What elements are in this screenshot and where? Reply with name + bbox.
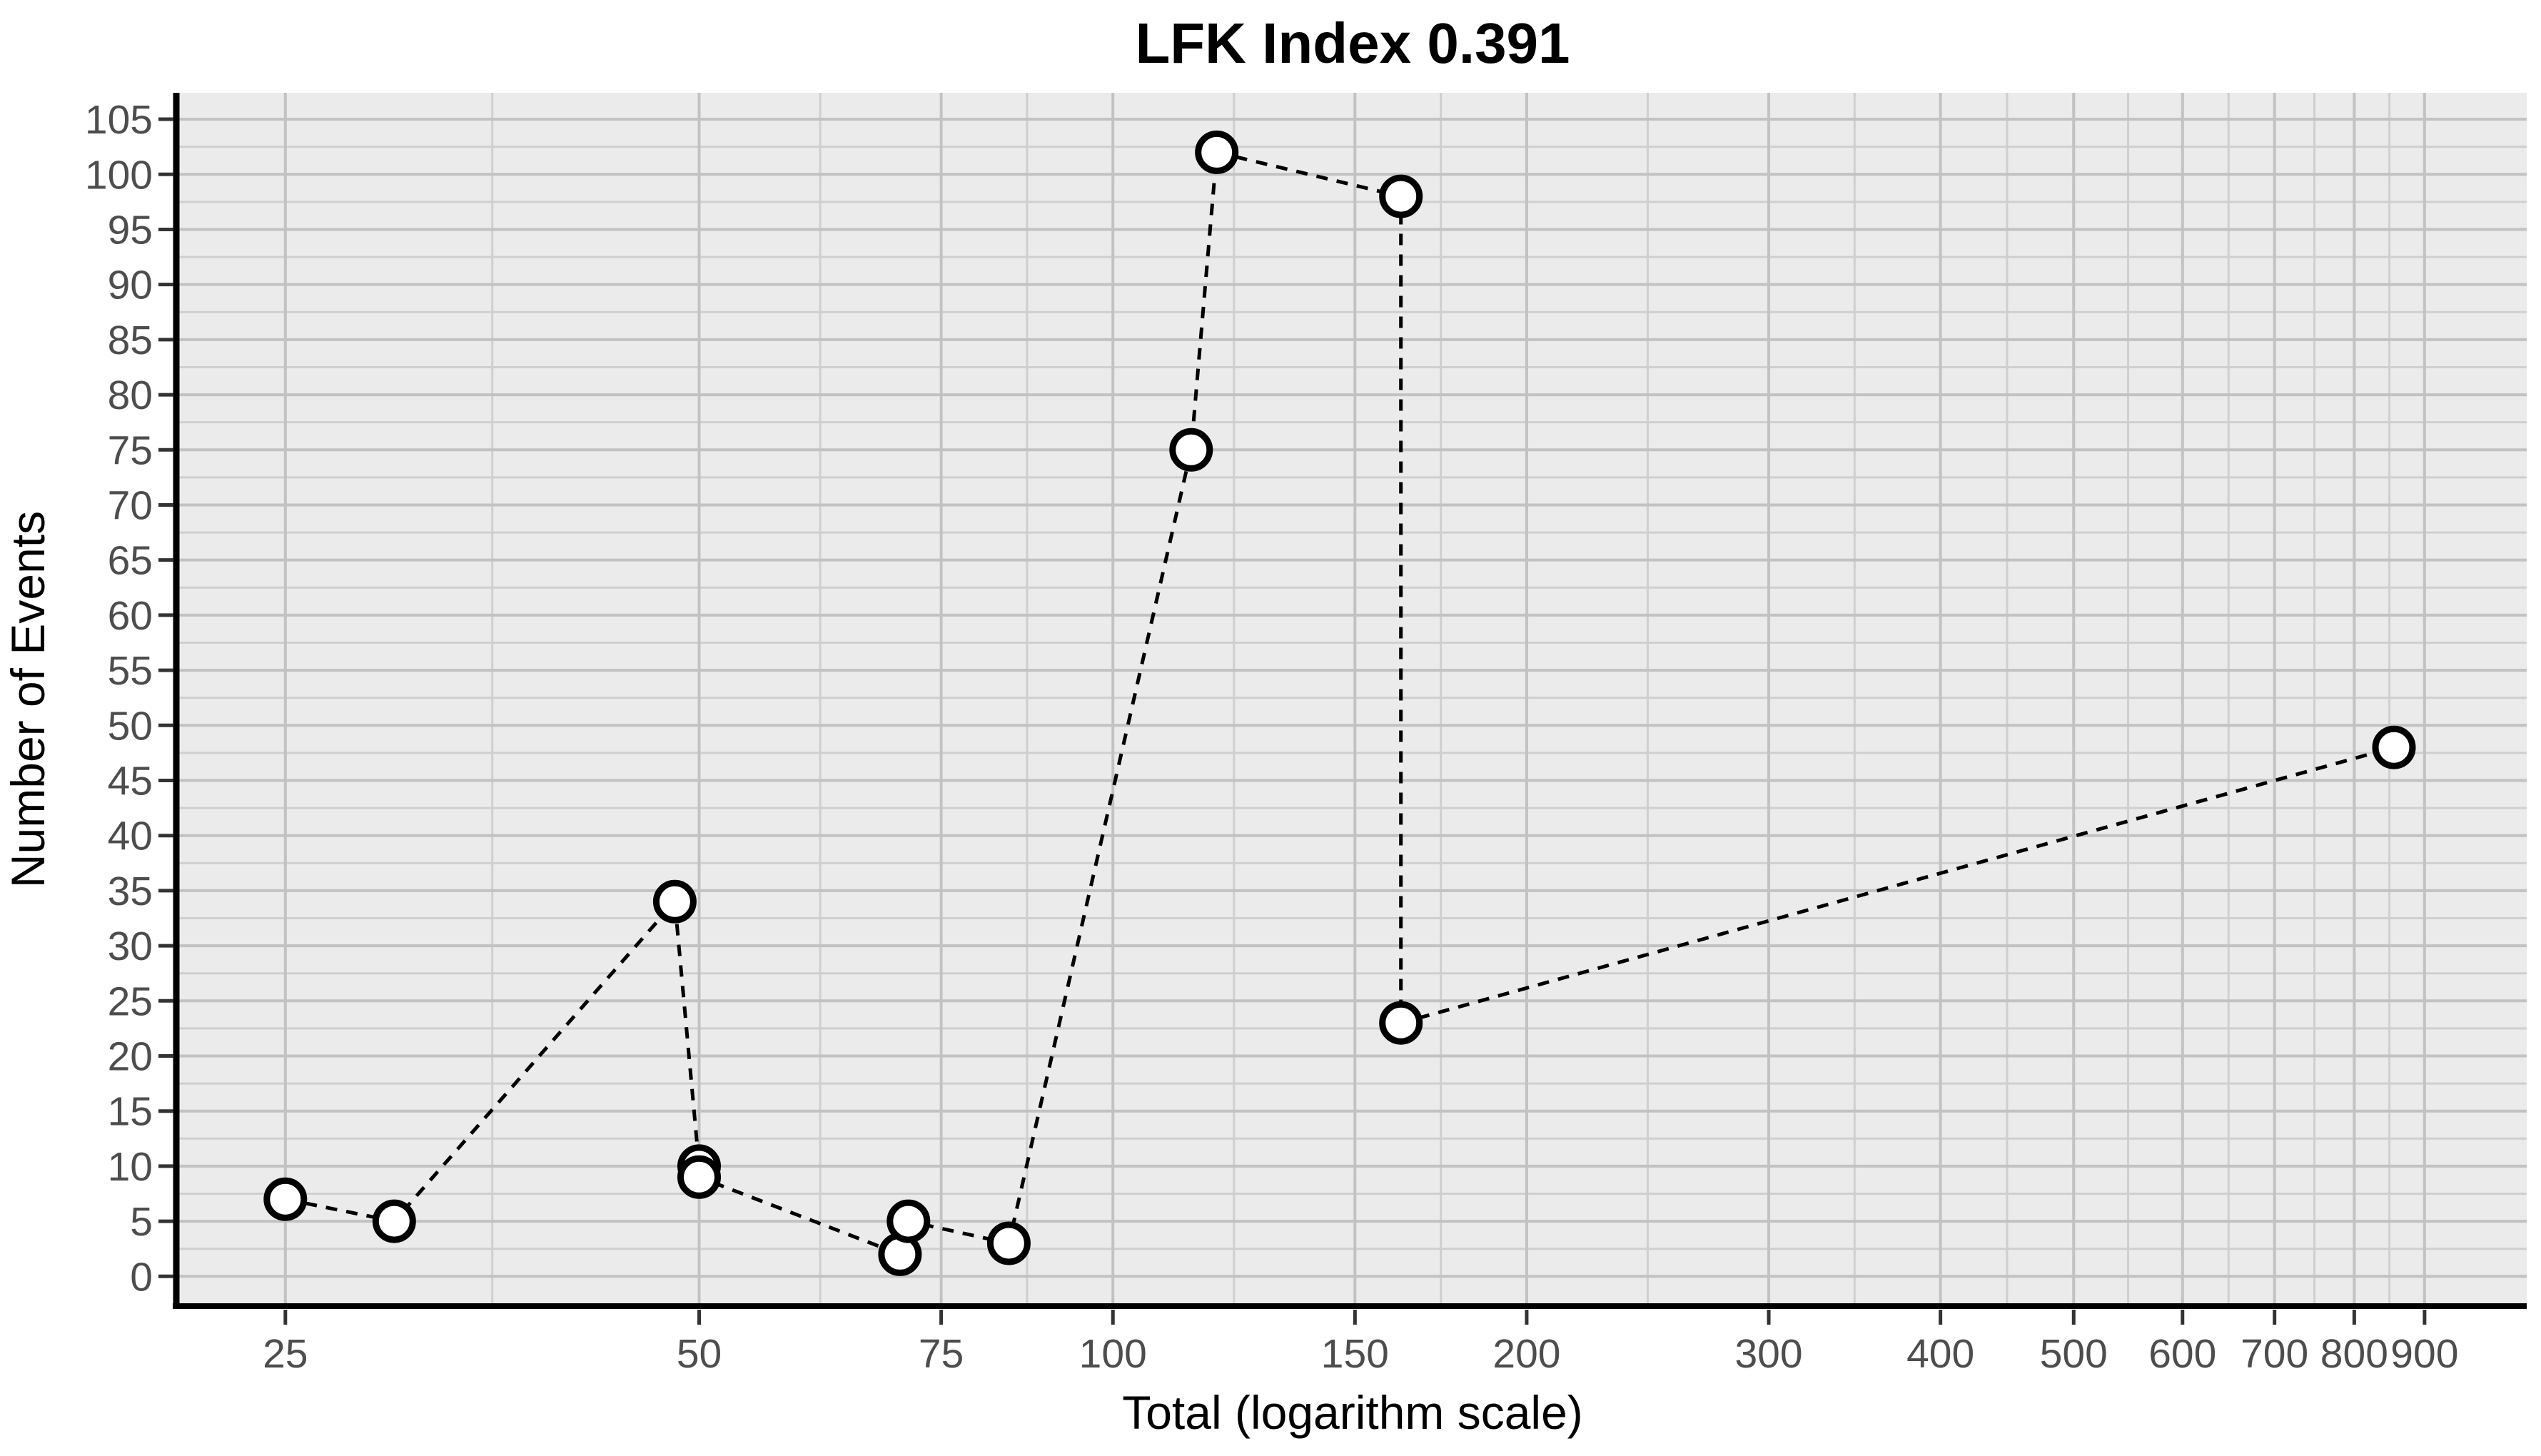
y-tick-label: 105 xyxy=(85,97,153,143)
data-point xyxy=(1379,174,1423,218)
data-points xyxy=(263,130,2416,1276)
y-tick-label: 50 xyxy=(108,703,153,749)
x-tick-label: 100 xyxy=(1079,1331,1147,1377)
chart-title: LFK Index 0.391 xyxy=(1135,11,1570,75)
y-tick-label: 5 xyxy=(130,1199,153,1245)
gridlines-minor xyxy=(178,93,2527,1306)
x-tick-label: 500 xyxy=(2040,1331,2108,1377)
data-point xyxy=(1195,130,1239,174)
data-point xyxy=(986,1221,1031,1265)
y-tick-label: 0 xyxy=(130,1254,153,1300)
x-tick-label: 50 xyxy=(677,1331,722,1377)
data-point xyxy=(372,1199,416,1243)
axis-lines xyxy=(173,93,2527,1309)
y-axis-tick-labels: 0 5 10 15 20 25 30 35 40 45 50 55 60 65 70 75 80 85 90 95 10… xyxy=(85,97,153,1300)
y-tick-label: 45 xyxy=(108,758,153,804)
y-tick-label: 85 xyxy=(108,318,153,363)
y-tick-label: 15 xyxy=(108,1089,153,1135)
y-tick-label: 40 xyxy=(108,814,153,859)
data-point xyxy=(263,1177,308,1221)
y-tick-label: 10 xyxy=(108,1144,153,1190)
x-tick-label: 200 xyxy=(1492,1331,1560,1377)
x-tick-label: 150 xyxy=(1321,1331,1389,1377)
y-tick-label: 25 xyxy=(108,979,153,1024)
y-tick-label: 100 xyxy=(85,152,153,198)
y-tick-label: 75 xyxy=(108,428,153,473)
data-point xyxy=(677,1155,721,1199)
x-tick-label: 700 xyxy=(2241,1331,2308,1377)
y-axis-title: Number of Events xyxy=(1,511,54,888)
plot-panel xyxy=(178,93,2527,1306)
data-point xyxy=(1379,1001,1423,1045)
x-axis-tick-labels: 25 50 75 100 150 200 300 400 500 600 700 800 900 xyxy=(263,1331,2458,1377)
x-tick-label: 600 xyxy=(2148,1331,2216,1377)
y-tick-label: 60 xyxy=(108,593,153,639)
x-axis-title: Total (logarithm scale) xyxy=(1122,1386,1583,1439)
x-tick-label: 300 xyxy=(1734,1331,1802,1377)
x-tick-label: 25 xyxy=(263,1331,308,1377)
y-tick-label: 30 xyxy=(108,924,153,969)
y-tick-label: 55 xyxy=(108,648,153,694)
y-tick-label: 90 xyxy=(108,263,153,308)
x-tick-label: 900 xyxy=(2390,1331,2458,1377)
y-tick-label: 20 xyxy=(108,1034,153,1080)
y-tick-label: 65 xyxy=(108,538,153,584)
data-point xyxy=(652,879,697,924)
x-tick-label: 800 xyxy=(2320,1331,2388,1377)
x-tick-label: 400 xyxy=(1906,1331,1974,1377)
gridlines-major xyxy=(178,93,2527,1306)
data-point xyxy=(2372,725,2416,769)
axis-tick-marks xyxy=(158,117,2427,1325)
y-tick-label: 70 xyxy=(108,482,153,528)
y-tick-label: 35 xyxy=(108,869,153,914)
y-tick-label: 80 xyxy=(108,373,153,418)
y-tick-label: 95 xyxy=(108,207,153,253)
data-point xyxy=(1169,428,1213,472)
data-point xyxy=(886,1199,931,1243)
x-tick-label: 75 xyxy=(919,1331,964,1377)
